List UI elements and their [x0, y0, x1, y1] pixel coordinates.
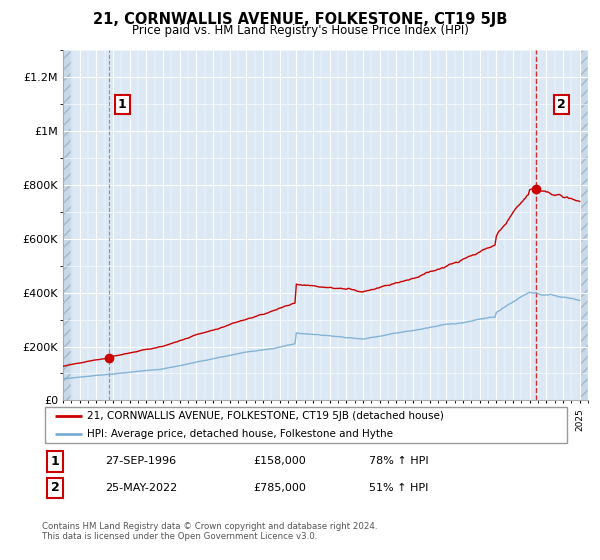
Text: £785,000: £785,000 — [253, 483, 306, 493]
Bar — [580, 50, 588, 400]
Text: 21, CORNWALLIS AVENUE, FOLKESTONE, CT19 5JB: 21, CORNWALLIS AVENUE, FOLKESTONE, CT19 … — [93, 12, 507, 27]
Text: 2: 2 — [51, 482, 59, 494]
Text: 78% ↑ HPI: 78% ↑ HPI — [370, 456, 429, 466]
Bar — [63, 50, 71, 400]
Bar — [63, 50, 71, 400]
FancyBboxPatch shape — [44, 407, 568, 443]
Text: 27-SEP-1996: 27-SEP-1996 — [106, 456, 176, 466]
Bar — [580, 50, 588, 400]
Text: 51% ↑ HPI: 51% ↑ HPI — [370, 483, 429, 493]
Text: £158,000: £158,000 — [253, 456, 306, 466]
Text: 2: 2 — [557, 98, 566, 111]
Text: Contains HM Land Registry data © Crown copyright and database right 2024.
This d: Contains HM Land Registry data © Crown c… — [42, 522, 377, 542]
Text: 1: 1 — [51, 455, 59, 468]
Text: 1: 1 — [118, 98, 127, 111]
Text: 25-MAY-2022: 25-MAY-2022 — [106, 483, 178, 493]
Text: HPI: Average price, detached house, Folkestone and Hythe: HPI: Average price, detached house, Folk… — [87, 430, 393, 439]
Text: Price paid vs. HM Land Registry's House Price Index (HPI): Price paid vs. HM Land Registry's House … — [131, 24, 469, 36]
Text: 21, CORNWALLIS AVENUE, FOLKESTONE, CT19 5JB (detached house): 21, CORNWALLIS AVENUE, FOLKESTONE, CT19 … — [87, 411, 444, 421]
